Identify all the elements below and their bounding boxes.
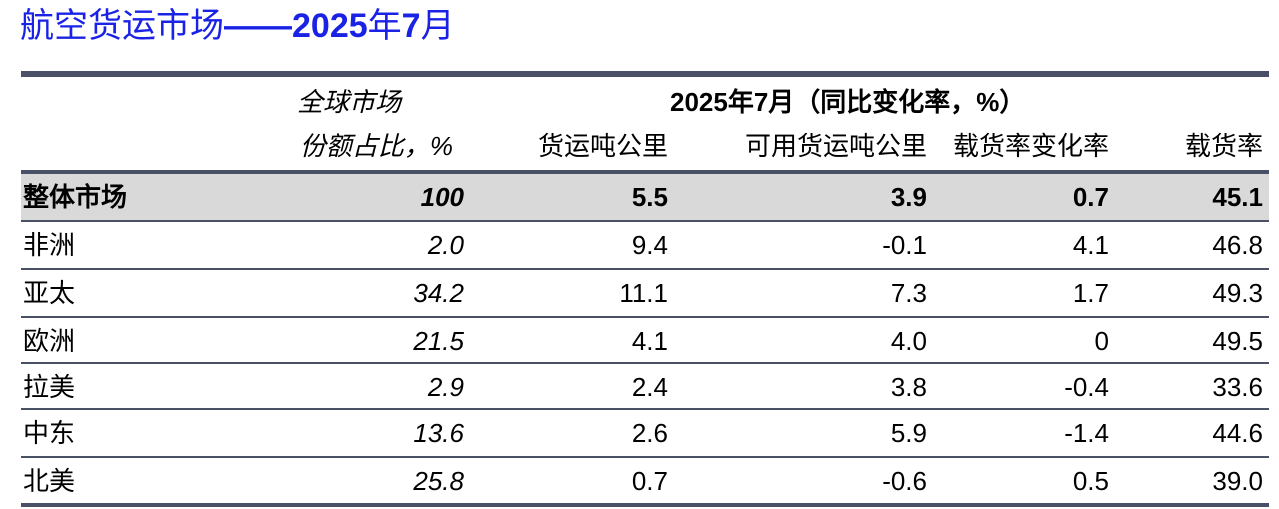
table-bottom-rule [21, 503, 1269, 507]
row-lf: 49.5 [1212, 326, 1263, 356]
row-name: 拉美 [23, 372, 76, 402]
row-divider [21, 362, 1269, 364]
title-text: 航空货运市场 [20, 6, 224, 46]
row-actk: 7.3 [890, 278, 927, 308]
header-group-label: 2025年7月（同比变化率，%） [670, 87, 1026, 117]
row-lf-change: -1.4 [1064, 418, 1109, 448]
header-col-actk: 可用货运吨公里 [744, 131, 927, 161]
row-share: 34.2 [413, 278, 464, 308]
header-share-line2: 份额占比，% [299, 131, 453, 161]
row-lf-change: 0 [1094, 326, 1109, 356]
row-name: 欧洲 [23, 326, 76, 356]
row-share: 100 [420, 182, 464, 212]
row-divider [21, 268, 1269, 270]
table-row: 欧洲 21.5 4.1 4.0 0 49.5 [21, 318, 1269, 364]
row-name: 北美 [23, 466, 76, 496]
row-actk: 3.9 [890, 182, 927, 212]
table-row: 中东 13.6 2.6 5.9 -1.4 44.6 [21, 410, 1269, 456]
table-row: 拉美 2.9 2.4 3.8 -0.4 33.6 [21, 364, 1269, 410]
title-month-suffix: 月 [420, 6, 455, 46]
row-divider [21, 408, 1269, 410]
table-row: 非洲 2.0 9.4 -0.1 4.1 46.8 [21, 222, 1269, 268]
table-row-total: 整体市场 100 5.5 3.9 0.7 45.1 [21, 174, 1269, 220]
row-divider [21, 456, 1269, 458]
table-row: 亚太 34.2 11.1 7.3 1.7 49.3 [21, 270, 1269, 316]
header-bottom-rule [21, 170, 1269, 174]
row-name: 非洲 [23, 230, 76, 260]
row-actk: -0.6 [882, 466, 927, 496]
row-share: 2.9 [427, 372, 464, 402]
row-actk: 4.0 [890, 326, 927, 356]
row-lf: 44.6 [1212, 418, 1263, 448]
page-title: 航空货运市场——2025年7月 [20, 2, 455, 50]
row-divider [21, 220, 1269, 222]
header-col-lf: 载货率 [1184, 131, 1263, 161]
row-ctk: 4.1 [631, 326, 668, 356]
row-share: 2.0 [427, 230, 464, 260]
row-name: 中东 [23, 418, 76, 448]
header-col-ctk: 货运吨公里 [537, 131, 668, 161]
header-share-line1: 全球市场 [296, 87, 401, 117]
row-actk: 3.8 [890, 372, 927, 402]
row-lf: 39.0 [1212, 466, 1263, 496]
row-lf-change: 1.7 [1072, 278, 1109, 308]
row-ctk: 5.5 [631, 182, 668, 212]
row-lf-change: 4.1 [1072, 230, 1109, 260]
row-name: 亚太 [23, 278, 76, 308]
row-actk: 5.9 [890, 418, 927, 448]
row-lf: 33.6 [1212, 372, 1263, 402]
row-ctk: 2.6 [631, 418, 668, 448]
header-col-lf-change: 载货率变化率 [952, 131, 1109, 161]
row-ctk: 11.1 [619, 278, 668, 308]
row-ctk: 2.4 [631, 372, 668, 402]
row-lf-change: 0.7 [1072, 182, 1109, 212]
table-row: 北美 25.8 0.7 -0.6 0.5 39.0 [21, 458, 1269, 504]
row-lf-change: -0.4 [1064, 372, 1109, 402]
row-actk: -0.1 [882, 230, 927, 260]
row-lf: 45.1 [1212, 182, 1263, 212]
row-share: 25.8 [413, 466, 464, 496]
row-divider [21, 316, 1269, 318]
row-lf: 49.3 [1212, 278, 1263, 308]
row-share: 21.5 [413, 326, 464, 356]
row-share: 13.6 [413, 418, 464, 448]
row-lf: 46.8 [1212, 230, 1263, 260]
row-lf-change: 0.5 [1072, 466, 1109, 496]
title-year: 2025 [292, 7, 368, 45]
row-ctk: 9.4 [631, 230, 668, 260]
title-dash: —— [224, 7, 292, 45]
row-name: 整体市场 [23, 182, 128, 212]
title-month: 7 [401, 7, 421, 45]
title-year-suffix: 年 [367, 6, 402, 46]
table-top-rule [21, 71, 1269, 77]
row-ctk: 0.7 [631, 466, 668, 496]
